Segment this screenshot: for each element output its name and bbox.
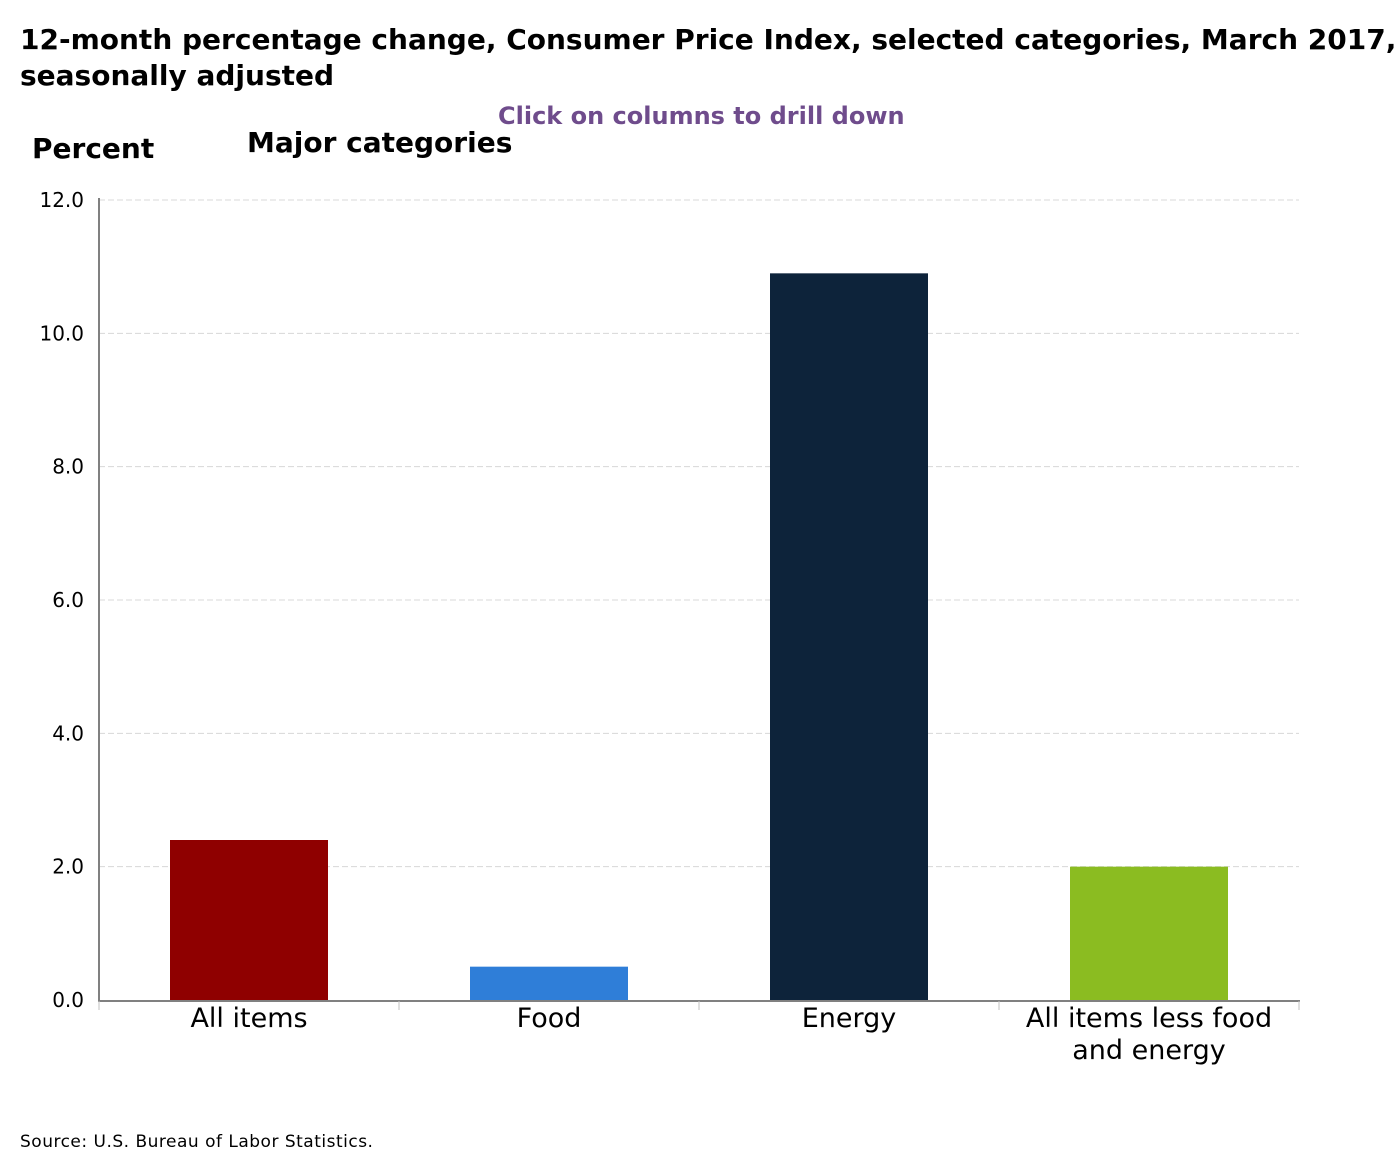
bar-chart: 0.0 2.0 4.0 6.0 8.0 10.0 12.0 All items Food Ene… <box>39 188 1300 1066</box>
bar-all-items-less-food-and-energy[interactable] <box>1070 866 1228 1000</box>
source-note: Source: U.S. Bureau of Labor Statistics. <box>20 1132 374 1152</box>
bar-all-items[interactable] <box>170 840 328 1000</box>
chart-subtitle: Major categories <box>247 126 513 159</box>
y-tick-label: 0.0 <box>52 988 84 1012</box>
x-category-label: Energy <box>802 1003 897 1034</box>
y-tick-label: 10.0 <box>39 321 84 345</box>
y-axis-ticks: 0.0 2.0 4.0 6.0 8.0 10.0 12.0 <box>39 188 84 1012</box>
x-category-label: All items less food <box>1026 1003 1272 1034</box>
x-category-label: All items <box>190 1003 307 1034</box>
x-category-label: Food <box>517 1003 582 1034</box>
chart-title: 12-month percentage change, Consumer Pri… <box>20 22 1400 94</box>
drill-down-hint[interactable]: Click on columns to drill down <box>498 102 905 130</box>
y-tick-label: 4.0 <box>52 721 84 745</box>
y-tick-label: 2.0 <box>52 855 84 879</box>
y-axis-title: Percent <box>32 132 155 165</box>
gridlines <box>99 199 1299 868</box>
y-tick-label: 8.0 <box>52 455 84 479</box>
axes <box>98 198 1300 1010</box>
x-category-label: and energy <box>1072 1035 1225 1066</box>
x-axis-labels: All items Food Energy All items less foodan… <box>190 1003 1272 1066</box>
y-tick-label: 12.0 <box>39 188 84 212</box>
y-tick-label: 6.0 <box>52 588 84 612</box>
bar-energy[interactable] <box>770 273 928 1000</box>
chart-title-line-2: seasonally adjusted <box>20 59 335 92</box>
bars <box>170 273 1228 1000</box>
chart-title-line-1: 12-month percentage change, Consumer Pri… <box>20 23 1400 56</box>
bar-food[interactable] <box>470 966 628 1000</box>
